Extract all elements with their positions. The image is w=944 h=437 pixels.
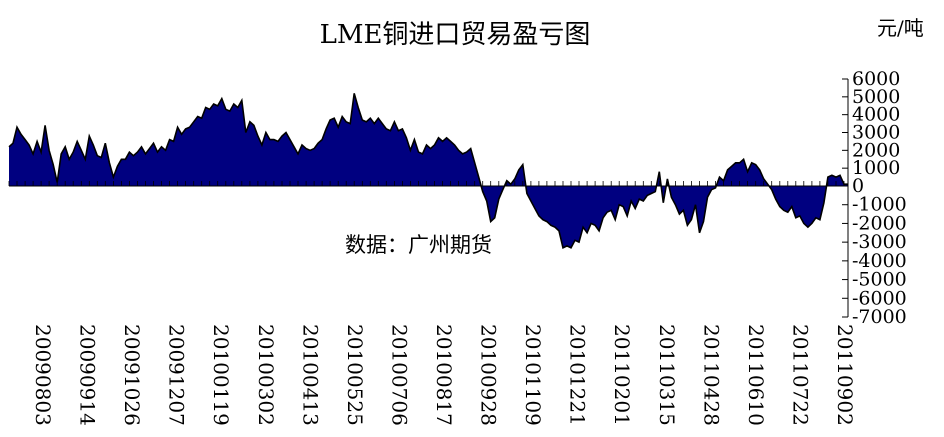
y-tick-label: 4000 [852, 104, 900, 126]
plot-area [8, 93, 848, 249]
x-tick-label: 20110610 [744, 324, 768, 426]
y-tick-label: -4000 [852, 250, 907, 272]
y-tick-label: 2000 [852, 139, 900, 161]
y-tick-label: 6000 [852, 68, 900, 90]
x-tick-label: 20100119 [209, 324, 233, 426]
x-tick-label: 20110902 [833, 324, 857, 426]
x-tick-label: 20100928 [477, 324, 501, 426]
baseline-ticks [8, 181, 845, 186]
chart-title: LME铜进口贸易盈亏图 [320, 20, 591, 50]
x-tick-label: 20101109 [521, 324, 545, 426]
x-tick-label: 20091026 [120, 324, 144, 426]
y-tick-label: 1000 [852, 157, 900, 179]
y-tick-label: 5000 [852, 86, 900, 108]
y-tick-label: -7000 [852, 306, 907, 328]
x-tick-label: 20100302 [254, 324, 278, 426]
x-tick-label: 20110315 [655, 324, 679, 426]
x-tick-label: 20110722 [788, 324, 812, 426]
x-tick-label: 20100706 [387, 324, 411, 426]
x-tick-label: 20090914 [76, 324, 100, 426]
x-tick-label: 20100413 [298, 324, 322, 426]
y-tick-label: -2000 [852, 212, 907, 234]
y-tick-label: 0 [852, 175, 864, 197]
y-tick-label: -1000 [852, 194, 907, 216]
y-tick-label: -6000 [852, 287, 907, 309]
x-tick-label: 20101221 [566, 324, 590, 426]
x-axis: 20090803 20090914 20091026 20091207 20100119… [31, 324, 857, 426]
source-annotation: 数据：广州期货 [345, 233, 492, 257]
x-tick-label: 20090803 [31, 324, 55, 426]
x-tick-label: 20100525 [343, 324, 367, 426]
x-tick-label: 20100817 [432, 324, 456, 426]
y-axis: 6000500040003000200010000-1000-2000-3000… [842, 68, 907, 328]
series-area [9, 93, 848, 248]
y-tick-label: 3000 [852, 122, 900, 144]
series-line [8, 93, 848, 249]
x-tick-label: 20110201 [610, 324, 634, 426]
y-tick-label: -3000 [852, 231, 907, 253]
unit-label: 元/吨 [877, 16, 924, 40]
y-tick-label: -5000 [852, 269, 907, 291]
x-tick-label: 20091207 [165, 324, 189, 426]
x-tick-label: 20110428 [699, 324, 723, 426]
